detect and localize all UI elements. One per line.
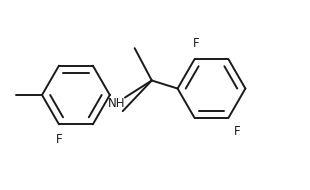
Text: F: F (56, 133, 62, 146)
Text: F: F (234, 125, 241, 138)
Text: NH: NH (108, 97, 125, 110)
Text: F: F (193, 37, 199, 50)
